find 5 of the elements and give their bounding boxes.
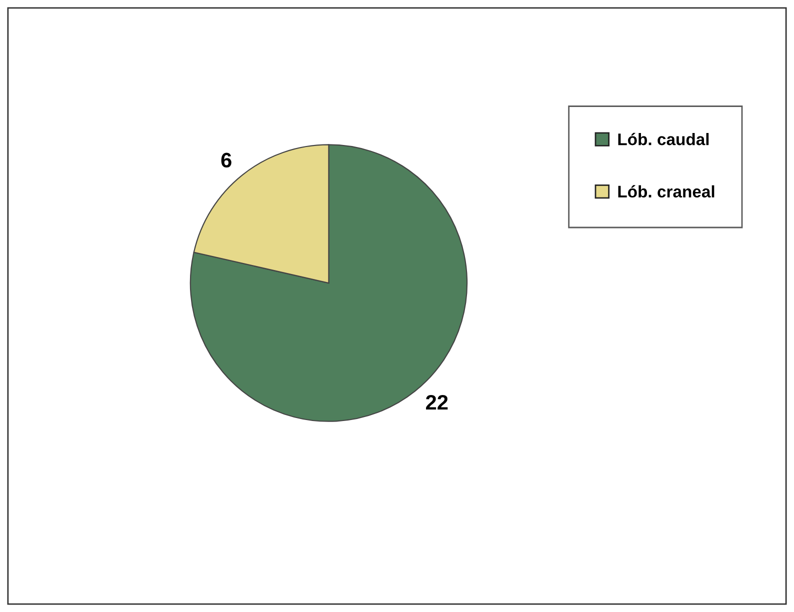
- legend-label: Lób. caudal: [618, 132, 709, 146]
- data-label: 6: [221, 152, 232, 168]
- data-label: 22: [426, 395, 448, 410]
- pie-slice: [190, 144, 468, 422]
- legend-label: Lób. craneal: [618, 185, 714, 198]
